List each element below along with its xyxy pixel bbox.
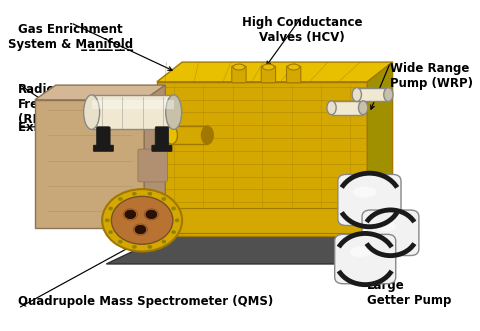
Ellipse shape	[353, 187, 376, 198]
Circle shape	[171, 230, 176, 234]
Circle shape	[118, 240, 122, 243]
Text: Exhaust Volumes: Exhaust Volumes	[18, 121, 131, 134]
Circle shape	[146, 210, 157, 219]
Polygon shape	[35, 100, 144, 228]
Circle shape	[171, 207, 176, 210]
FancyBboxPatch shape	[232, 66, 246, 83]
FancyBboxPatch shape	[152, 145, 172, 151]
FancyBboxPatch shape	[92, 95, 174, 129]
Circle shape	[175, 219, 179, 222]
Ellipse shape	[263, 64, 274, 70]
FancyBboxPatch shape	[96, 127, 110, 148]
Ellipse shape	[166, 95, 182, 129]
FancyBboxPatch shape	[146, 208, 367, 233]
FancyBboxPatch shape	[335, 234, 396, 284]
Text: Quadrupole Mass Spectrometer (QMS): Quadrupole Mass Spectrometer (QMS)	[18, 295, 273, 308]
Circle shape	[108, 207, 113, 210]
FancyBboxPatch shape	[155, 127, 168, 148]
Text: High Conductance
Valves (HCV): High Conductance Valves (HCV)	[242, 16, 362, 44]
Circle shape	[125, 210, 136, 219]
Polygon shape	[144, 85, 165, 228]
Circle shape	[148, 245, 152, 249]
Circle shape	[108, 230, 113, 234]
Text: Radio
Frequency
(RF) Box: Radio Frequency (RF) Box	[18, 83, 87, 126]
Ellipse shape	[352, 88, 361, 102]
FancyBboxPatch shape	[261, 66, 276, 83]
Circle shape	[162, 240, 166, 243]
Ellipse shape	[288, 64, 300, 70]
FancyBboxPatch shape	[287, 66, 301, 83]
FancyBboxPatch shape	[171, 126, 207, 144]
Circle shape	[132, 192, 136, 195]
FancyBboxPatch shape	[138, 149, 168, 182]
Ellipse shape	[84, 95, 100, 129]
Polygon shape	[107, 236, 393, 264]
Ellipse shape	[350, 246, 372, 257]
Circle shape	[148, 192, 152, 195]
Ellipse shape	[202, 126, 213, 144]
Ellipse shape	[327, 101, 336, 115]
Text: Wide Range
Pump (WRP): Wide Range Pump (WRP)	[390, 62, 473, 90]
Circle shape	[102, 189, 182, 252]
Ellipse shape	[166, 126, 178, 144]
Polygon shape	[157, 82, 367, 236]
Ellipse shape	[233, 64, 245, 70]
Text: Large
Getter Pump: Large Getter Pump	[367, 279, 452, 307]
Circle shape	[132, 245, 136, 249]
Circle shape	[135, 225, 146, 234]
Circle shape	[111, 196, 173, 244]
Ellipse shape	[359, 101, 368, 115]
Circle shape	[162, 197, 166, 201]
Ellipse shape	[384, 88, 393, 102]
FancyBboxPatch shape	[362, 210, 419, 256]
Polygon shape	[157, 62, 393, 82]
Polygon shape	[35, 85, 165, 100]
FancyBboxPatch shape	[332, 101, 363, 115]
FancyBboxPatch shape	[93, 145, 113, 151]
Text: Gas Enrichment
System & M̲a̲n̲i̲f̲o̲l̲d̲: Gas Enrichment System & M̲a̲n̲i̲f̲o̲l̲d̲	[8, 23, 133, 51]
Circle shape	[118, 197, 122, 201]
FancyBboxPatch shape	[92, 100, 174, 109]
Polygon shape	[367, 62, 393, 236]
Ellipse shape	[376, 221, 396, 231]
FancyBboxPatch shape	[338, 174, 401, 225]
FancyBboxPatch shape	[357, 88, 388, 102]
Circle shape	[105, 219, 109, 222]
